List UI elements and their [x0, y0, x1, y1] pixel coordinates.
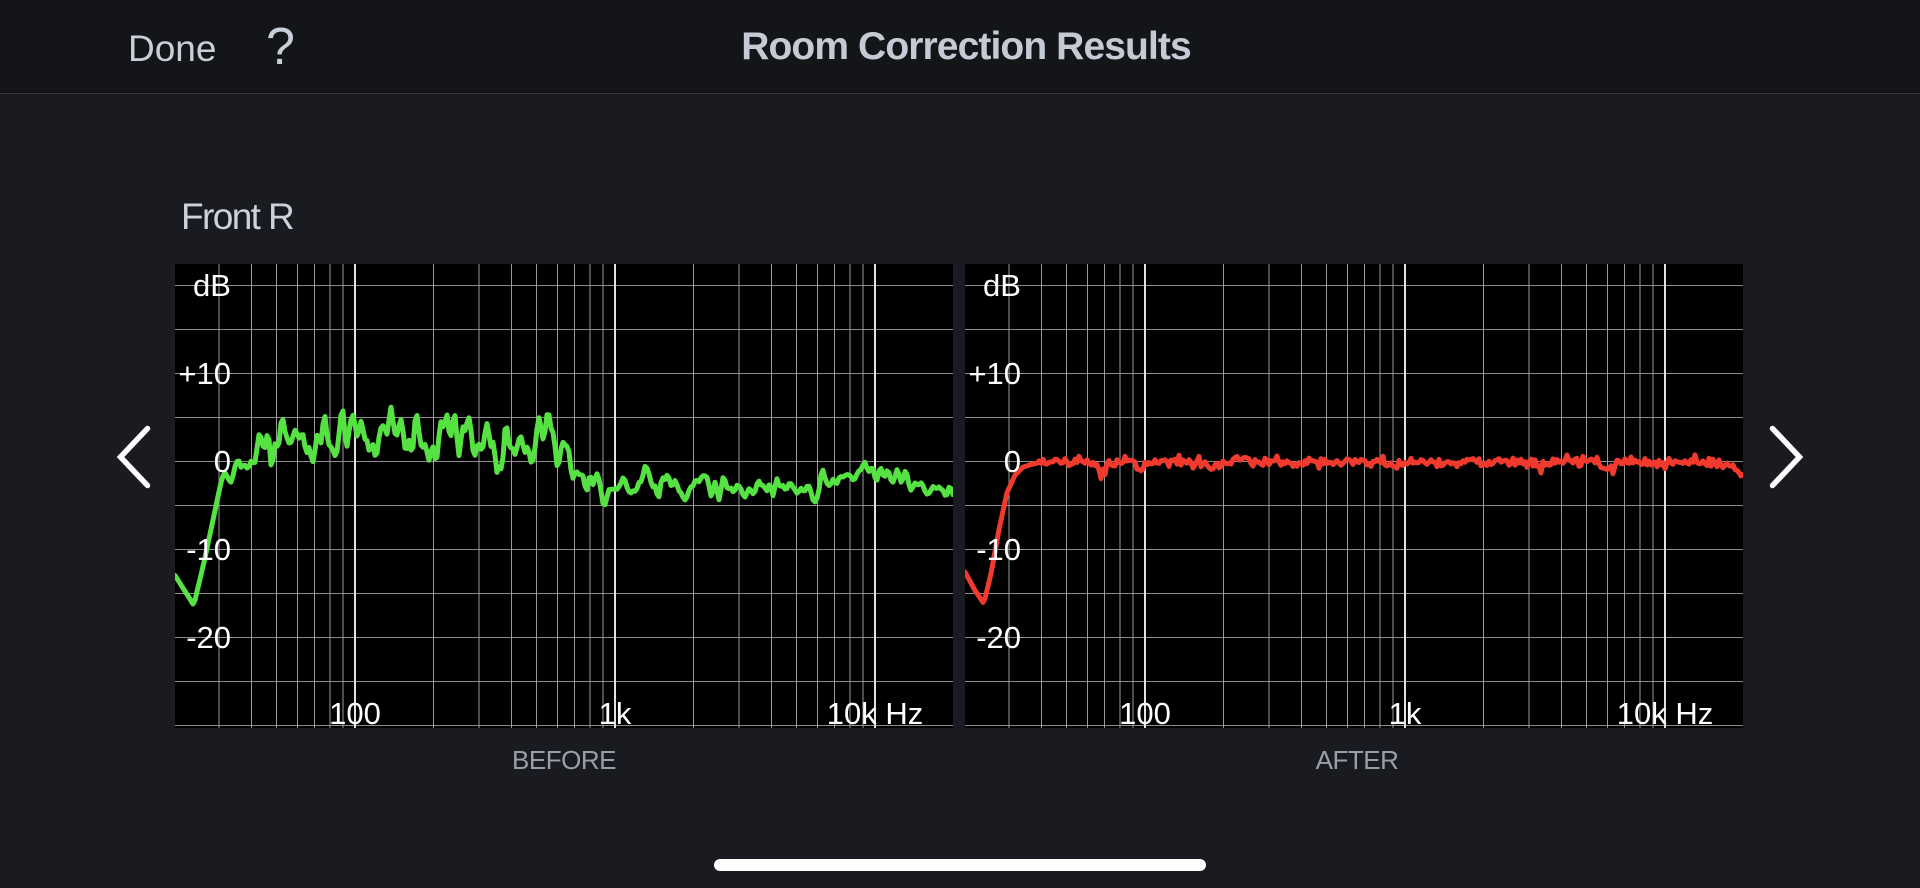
svg-text:10k Hz: 10k Hz	[827, 696, 923, 728]
svg-text:+10: +10	[968, 356, 1021, 391]
svg-text:-20: -20	[976, 620, 1021, 655]
svg-text:-20: -20	[186, 620, 231, 655]
svg-text:100: 100	[329, 696, 381, 728]
svg-text:dB: dB	[193, 268, 231, 303]
svg-text:1k: 1k	[1389, 696, 1422, 728]
svg-text:0: 0	[214, 444, 231, 479]
svg-text:100: 100	[1119, 696, 1171, 728]
svg-text:1k: 1k	[599, 696, 632, 728]
svg-text:dB: dB	[983, 268, 1021, 303]
svg-text:+10: +10	[178, 356, 231, 391]
svg-text:-10: -10	[186, 532, 231, 567]
svg-text:-10: -10	[976, 532, 1021, 567]
svg-text:0: 0	[1004, 444, 1021, 479]
svg-text:10k Hz: 10k Hz	[1617, 696, 1713, 728]
